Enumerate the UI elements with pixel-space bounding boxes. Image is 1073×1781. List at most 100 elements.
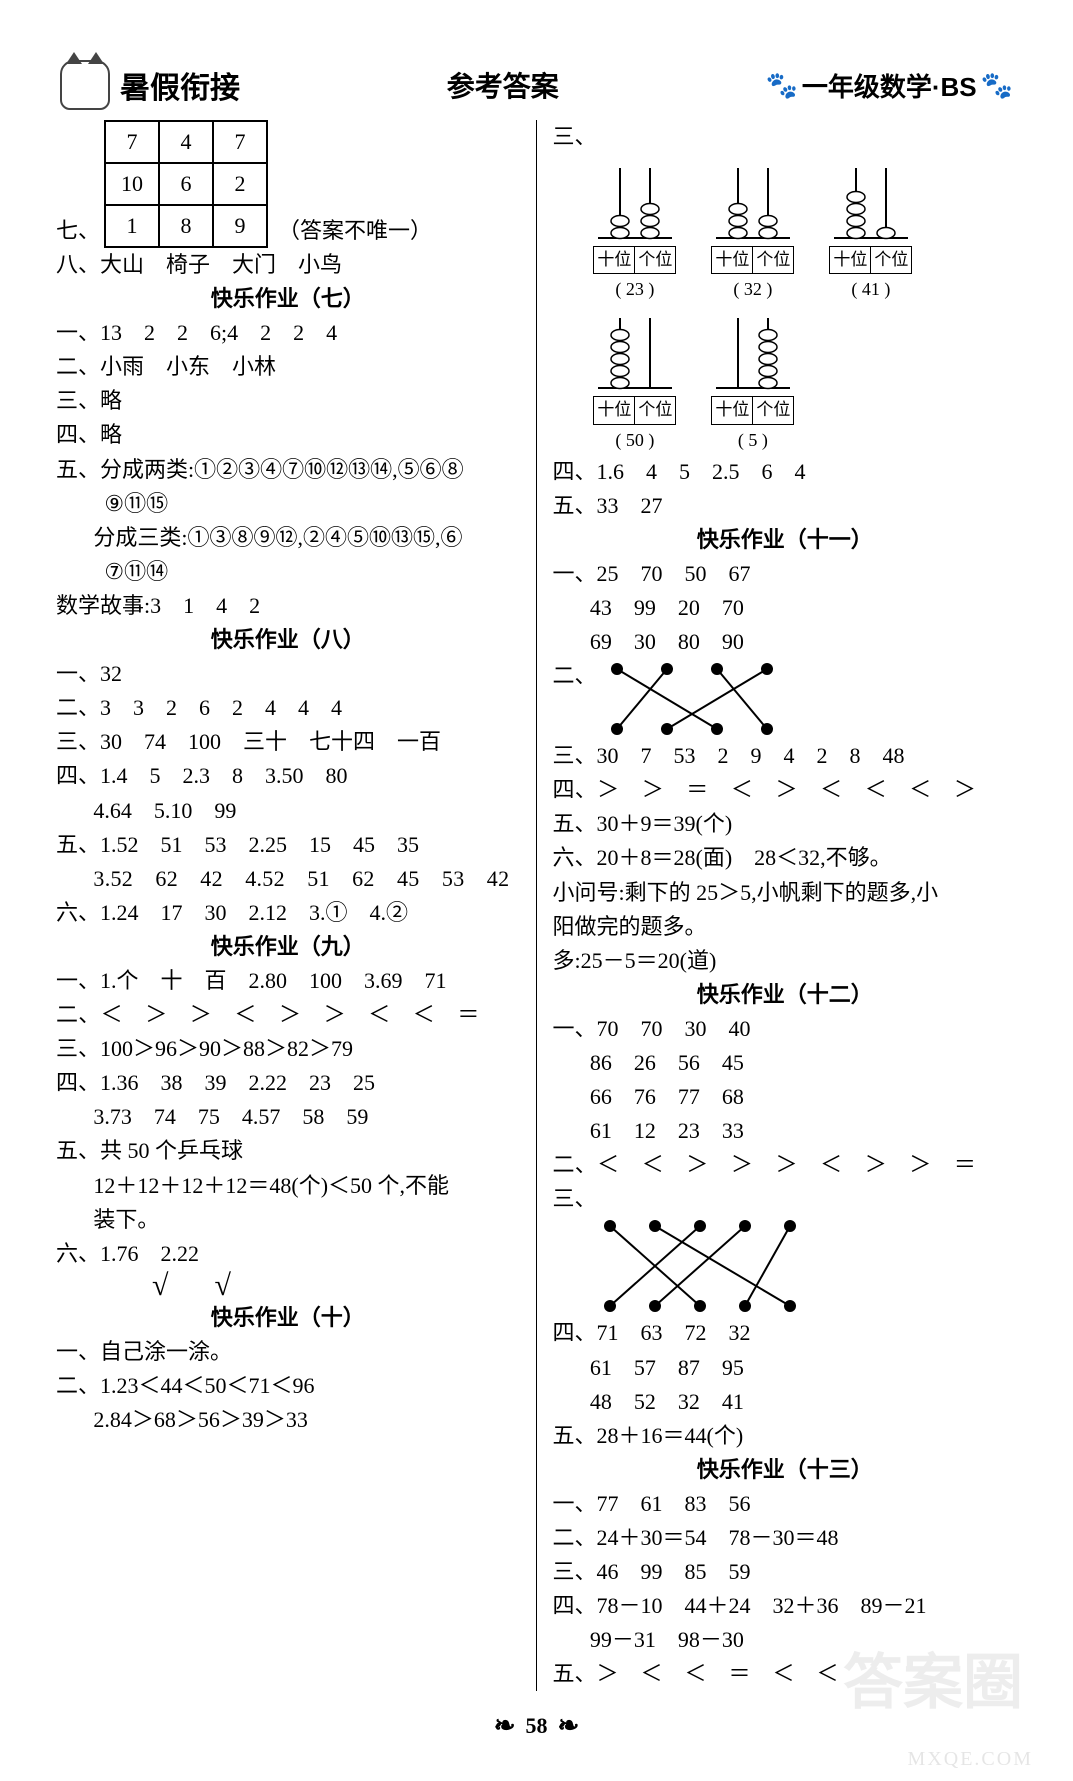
b4c: 48 52 32 41 xyxy=(553,1385,1018,1419)
b2: 二、＜ ＜ ＞ ＞ ＞ ＜ ＞ ＞ ＝ xyxy=(553,1148,1018,1182)
a2-row: 二、 xyxy=(553,659,1018,739)
grid-cell: 1 xyxy=(105,205,159,247)
l6: 数学故事:3 1 4 2 xyxy=(56,589,520,623)
grid-cell: 10 xyxy=(105,163,159,205)
a1b: 43 99 20 70 xyxy=(553,591,1018,625)
b4: 四、71 63 72 32 xyxy=(553,1316,1018,1350)
m6: 六、1.24 17 30 2.12 3.① 4.② xyxy=(56,896,520,930)
check-row: √ √ xyxy=(56,1271,520,1301)
line-ba: 八、大山 椅子 大门 小鸟 xyxy=(56,248,520,282)
abacus: 十位个位 ( 50 ) xyxy=(590,310,680,454)
l3: 三、略 xyxy=(56,384,520,418)
grid-cell: 9 xyxy=(213,205,267,247)
l5b: ⑨⑪⑮ xyxy=(56,487,520,521)
n6: 六、1.76 2.22 xyxy=(56,1237,520,1271)
a7b: 阳做完的题多。 xyxy=(553,910,1018,944)
l5: 五、分成两类:①②③④⑦⑩⑫⑬⑭,⑤⑥⑧ xyxy=(56,453,520,487)
abacus-label: ( 50 ) xyxy=(615,427,654,455)
row-qi: 七、 7471062189 （答案不唯一） xyxy=(56,120,520,248)
b5: 五、28＋16＝44(个) xyxy=(553,1419,1018,1453)
a2: 二、 xyxy=(553,659,597,693)
cat-icon xyxy=(60,60,110,110)
footer: ❧ 58 ❧ xyxy=(40,1711,1033,1741)
abacus-frame: 十位个位 xyxy=(593,396,676,424)
grid-cell: 7 xyxy=(105,121,159,163)
title-11: 快乐作业（十一） xyxy=(553,523,1018,557)
a3: 三、30 7 53 2 9 4 2 8 48 xyxy=(553,739,1018,773)
si: 四、1.6 4 5 2.5 6 4 xyxy=(553,455,1018,489)
a4: 四、＞ ＞ ＝ ＜ ＞ ＜ ＜ ＜ ＞ xyxy=(553,773,1018,807)
b1: 一、70 70 30 40 xyxy=(553,1012,1018,1046)
grid-cell: 8 xyxy=(159,205,213,247)
grid-cell: 2 xyxy=(213,163,267,205)
n5: 五、共 50 个乒乓球 xyxy=(56,1134,520,1168)
b1b: 86 26 56 45 xyxy=(553,1046,1018,1080)
abacus-row-2: 十位个位 ( 50 ) 十位个位 ( 5 ) xyxy=(553,310,1018,454)
m4b: 4.64 5.10 99 xyxy=(56,794,520,828)
l1: 一、13 2 2 6;4 2 2 4 xyxy=(56,316,520,350)
paw-icon: 🐾 xyxy=(981,70,1013,101)
label-qi: 七、 xyxy=(56,214,100,248)
title-center: 参考答案 xyxy=(447,65,559,105)
m5b: 3.52 62 42 4.52 51 62 45 53 42 xyxy=(56,862,520,896)
a1: 一、25 70 50 67 xyxy=(553,557,1018,591)
wu: 五、33 27 xyxy=(553,489,1018,523)
abacus: 十位个位( 23 ) xyxy=(590,160,680,304)
abacus-label: ( 5 ) xyxy=(738,427,768,455)
abacus: 十位个位( 32 ) xyxy=(708,160,798,304)
b3: 三、 xyxy=(553,1182,1018,1216)
title-right-text: 一年级数学·BS xyxy=(802,67,977,104)
c3: 三、46 99 85 59 xyxy=(553,1555,1018,1589)
abacus-label: ( 32 ) xyxy=(733,276,772,304)
m4: 四、1.4 5 2.3 8 3.50 80 xyxy=(56,759,520,793)
left-column: 七、 7471062189 （答案不唯一） 八、大山 椅子 大门 小鸟 快乐作业… xyxy=(40,120,537,1691)
title-8: 快乐作业（八） xyxy=(56,623,520,657)
b4b: 61 57 87 95 xyxy=(553,1351,1018,1385)
n5b: 12＋12＋12＋12＝48(个)＜50 个,不能 xyxy=(56,1169,520,1203)
check-icon: √ xyxy=(214,1271,230,1301)
grid-cell: 7 xyxy=(213,121,267,163)
paw-icon: 🐾 xyxy=(765,70,797,101)
m5: 五、1.52 51 53 2.25 15 45 35 xyxy=(56,828,520,862)
page-number: 58 xyxy=(526,1713,548,1739)
title-right: 🐾 一年级数学·BS 🐾 xyxy=(765,67,1013,104)
grid-cell: 4 xyxy=(159,121,213,163)
right-column: 三、 十位个位( 23 )十位个位( 32 )十位个位( 41 ) 十位个位( … xyxy=(537,120,1034,1691)
abacus-label: ( 41 ) xyxy=(851,276,890,304)
m3: 三、30 74 100 三十 七十四 一百 xyxy=(56,725,520,759)
n4: 四、1.36 38 39 2.22 23 25 xyxy=(56,1066,520,1100)
abacus-frame: 十位个位 xyxy=(711,246,794,274)
b1d: 61 12 23 33 xyxy=(553,1114,1018,1148)
c2: 二、24＋30＝54 78－30＝48 xyxy=(553,1521,1018,1555)
a1c: 69 30 80 90 xyxy=(553,625,1018,659)
a8: 多:25－5＝20(道) xyxy=(553,944,1018,978)
p1: 一、自己涂一涂。 xyxy=(56,1335,520,1369)
match-diagram-1 xyxy=(597,659,797,739)
a5: 五、30＋9＝39(个) xyxy=(553,807,1018,841)
n3: 三、100＞96＞90＞88＞82＞79 xyxy=(56,1032,520,1066)
abacus-label: ( 23 ) xyxy=(615,276,654,304)
n5c: 装下。 xyxy=(56,1203,520,1237)
m1: 一、32 xyxy=(56,657,520,691)
m2: 二、3 3 2 6 2 4 4 4 xyxy=(56,691,520,725)
match-diagram-2 xyxy=(590,1216,810,1316)
l5d: ⑦⑪⑭ xyxy=(56,555,520,589)
n2: 二、＜ ＞ ＞ ＜ ＞ ＞ ＜ ＜ ＝ xyxy=(56,998,520,1032)
c1: 一、77 61 83 56 xyxy=(553,1487,1018,1521)
n1: 一、1.个 十 百 2.80 100 3.69 71 xyxy=(56,964,520,998)
b1c: 66 76 77 68 xyxy=(553,1080,1018,1114)
columns: 七、 7471062189 （答案不唯一） 八、大山 椅子 大门 小鸟 快乐作业… xyxy=(40,120,1033,1691)
abacus-frame: 十位个位 xyxy=(711,396,794,424)
l4: 四、略 xyxy=(56,418,520,452)
abacus-frame: 十位个位 xyxy=(593,246,676,274)
grid-3x3: 7471062189 xyxy=(104,120,268,248)
header: 暑假衔接 参考答案 🐾 一年级数学·BS 🐾 xyxy=(40,60,1033,110)
header-left: 暑假衔接 xyxy=(60,60,240,110)
title-7: 快乐作业（七） xyxy=(56,282,520,316)
page: 暑假衔接 参考答案 🐾 一年级数学·BS 🐾 七、 7471062189 （答案… xyxy=(0,0,1073,1781)
p2b: 2.84＞68＞56＞39＞33 xyxy=(56,1403,520,1437)
abacus-frame: 十位个位 xyxy=(829,246,912,274)
l5c: 分成三类:①③⑧⑨⑫,②④⑤⑩⑬⑮,⑥ xyxy=(56,521,520,555)
c4: 四、78－10 44＋24 32＋36 89－21 xyxy=(553,1589,1018,1623)
grid-cell: 6 xyxy=(159,163,213,205)
